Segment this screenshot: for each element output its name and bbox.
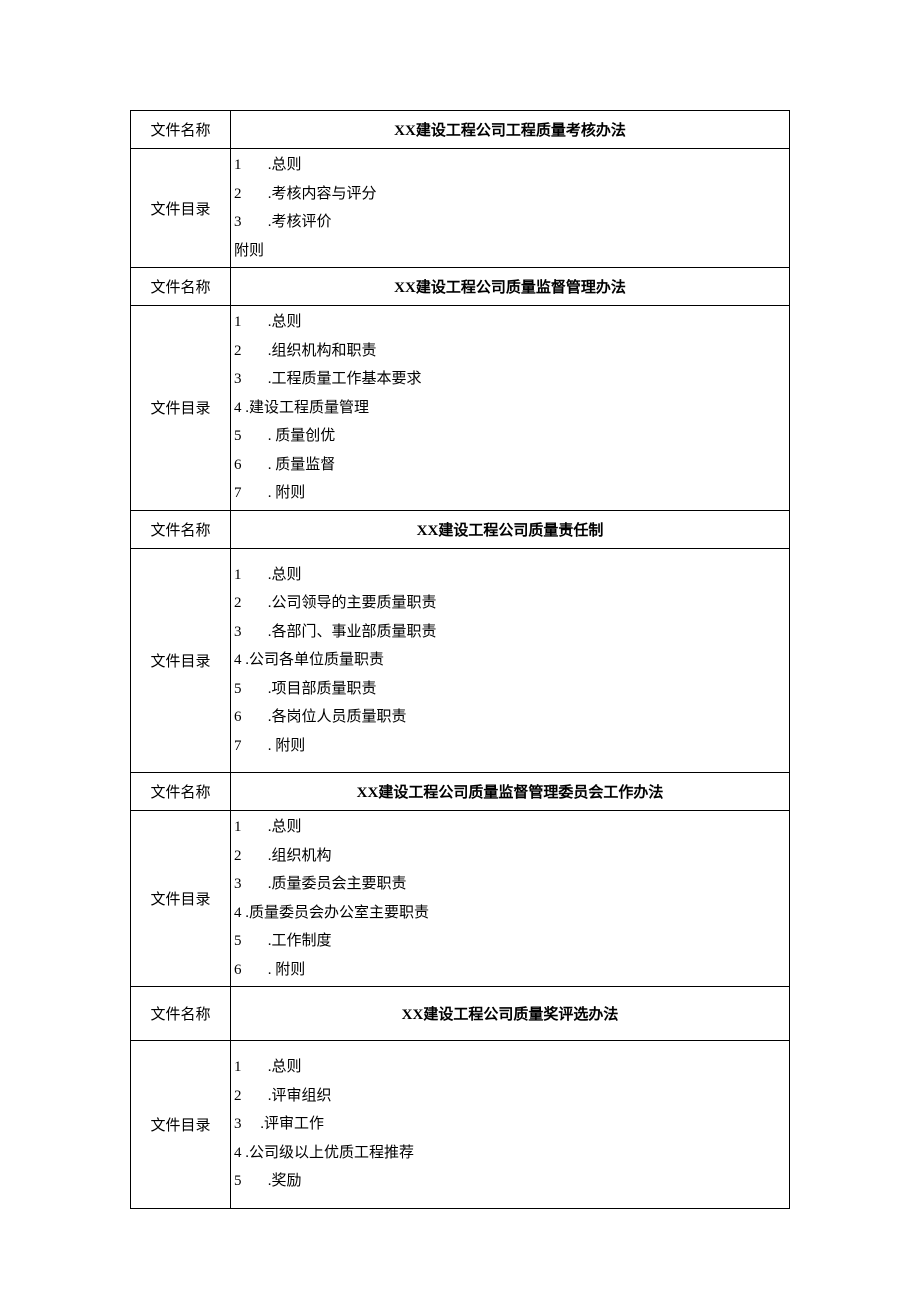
toc-item: 4 .公司各单位质量职责 <box>234 646 789 675</box>
toc-item: 1 .总则 <box>234 561 789 590</box>
toc-item: 2 .组织机构 <box>234 842 789 871</box>
document-body: 文件名称XX建设工程公司工程质量考核办法文件目录1 .总则2 .考核内容与评分3… <box>131 111 790 1209</box>
section-title-row: 文件名称XX建设工程公司质量奖评选办法 <box>131 987 790 1041</box>
section-title: XX建设工程公司质量奖评选办法 <box>231 987 790 1041</box>
label-file-toc: 文件目录 <box>131 149 231 268</box>
section-title-row: 文件名称XX建设工程公司质量监督管理委员会工作办法 <box>131 773 790 811</box>
toc-item: 2 .组织机构和职责 <box>234 337 789 366</box>
section-toc-row: 文件目录1 .总则2 .组织机构和职责3 .工程质量工作基本要求4 .建设工程质… <box>131 306 790 511</box>
section-title: XX建设工程公司工程质量考核办法 <box>231 111 790 149</box>
section-title-row: 文件名称XX建设工程公司质量监督管理办法 <box>131 268 790 306</box>
label-file-name: 文件名称 <box>131 268 231 306</box>
label-file-name: 文件名称 <box>131 510 231 548</box>
section-toc-row: 文件目录1 .总则2 .公司领导的主要质量职责3 .各部门、事业部质量职责4 .… <box>131 548 790 773</box>
toc-item: 2 .公司领导的主要质量职责 <box>234 589 789 618</box>
toc-item: 2 .考核内容与评分 <box>234 180 789 209</box>
section-title: XX建设工程公司质量监督管理委员会工作办法 <box>231 773 790 811</box>
toc-item: 1 .总则 <box>234 308 789 337</box>
section-toc-row: 文件目录1 .总则2 .评审组织3 .评审工作4 .公司级以上优质工程推荐5 .… <box>131 1041 790 1209</box>
toc-item: 6 . 质量监督 <box>234 451 789 480</box>
label-file-name: 文件名称 <box>131 111 231 149</box>
label-file-toc: 文件目录 <box>131 306 231 511</box>
label-file-toc: 文件目录 <box>131 548 231 773</box>
document-table: 文件名称XX建设工程公司工程质量考核办法文件目录1 .总则2 .考核内容与评分3… <box>130 110 790 1209</box>
toc-item: 6 . 附则 <box>234 956 789 985</box>
toc-item: 5 .工作制度 <box>234 927 789 956</box>
label-file-toc: 文件目录 <box>131 1041 231 1209</box>
label-file-toc: 文件目录 <box>131 811 231 987</box>
section-title: XX建设工程公司质量监督管理办法 <box>231 268 790 306</box>
section-title-row: 文件名称XX建设工程公司工程质量考核办法 <box>131 111 790 149</box>
toc-item: 3 .工程质量工作基本要求 <box>234 365 789 394</box>
section-items: 1 .总则2 .组织机构3 .质量委员会主要职责4 .质量委员会办公室主要职责5… <box>231 811 790 987</box>
toc-item: 5 . 质量创优 <box>234 422 789 451</box>
toc-item: 1 .总则 <box>234 1053 789 1082</box>
toc-item: 3 .评审工作 <box>234 1110 789 1139</box>
toc-item: 1 .总则 <box>234 151 789 180</box>
toc-item: 3 .考核评价 <box>234 208 789 237</box>
section-title: XX建设工程公司质量责任制 <box>231 510 790 548</box>
toc-item: 6 .各岗位人员质量职责 <box>234 703 789 732</box>
label-file-name: 文件名称 <box>131 773 231 811</box>
toc-item: 4 .质量委员会办公室主要职责 <box>234 899 789 928</box>
toc-item: 5 .项目部质量职责 <box>234 675 789 704</box>
toc-item: 4 .公司级以上优质工程推荐 <box>234 1139 789 1168</box>
section-items: 1 .总则2 .公司领导的主要质量职责3 .各部门、事业部质量职责4 .公司各单… <box>231 548 790 773</box>
toc-item: 3 .各部门、事业部质量职责 <box>234 618 789 647</box>
toc-item: 4 .建设工程质量管理 <box>234 394 789 423</box>
toc-item: 3 .质量委员会主要职责 <box>234 870 789 899</box>
section-toc-row: 文件目录1 .总则2 .组织机构3 .质量委员会主要职责4 .质量委员会办公室主… <box>131 811 790 987</box>
toc-item: 7 . 附则 <box>234 732 789 761</box>
toc-item: 附则 <box>234 237 789 266</box>
toc-item: 1 .总则 <box>234 813 789 842</box>
label-file-name: 文件名称 <box>131 987 231 1041</box>
section-toc-row: 文件目录1 .总则2 .考核内容与评分3 .考核评价附则 <box>131 149 790 268</box>
toc-item: 7 . 附则 <box>234 479 789 508</box>
toc-item: 2 .评审组织 <box>234 1082 789 1111</box>
section-title-row: 文件名称XX建设工程公司质量责任制 <box>131 510 790 548</box>
toc-item: 5 .奖励 <box>234 1167 789 1196</box>
section-items: 1 .总则2 .考核内容与评分3 .考核评价附则 <box>231 149 790 268</box>
section-items: 1 .总则2 .组织机构和职责3 .工程质量工作基本要求4 .建设工程质量管理5… <box>231 306 790 511</box>
section-items: 1 .总则2 .评审组织3 .评审工作4 .公司级以上优质工程推荐5 .奖励 <box>231 1041 790 1209</box>
